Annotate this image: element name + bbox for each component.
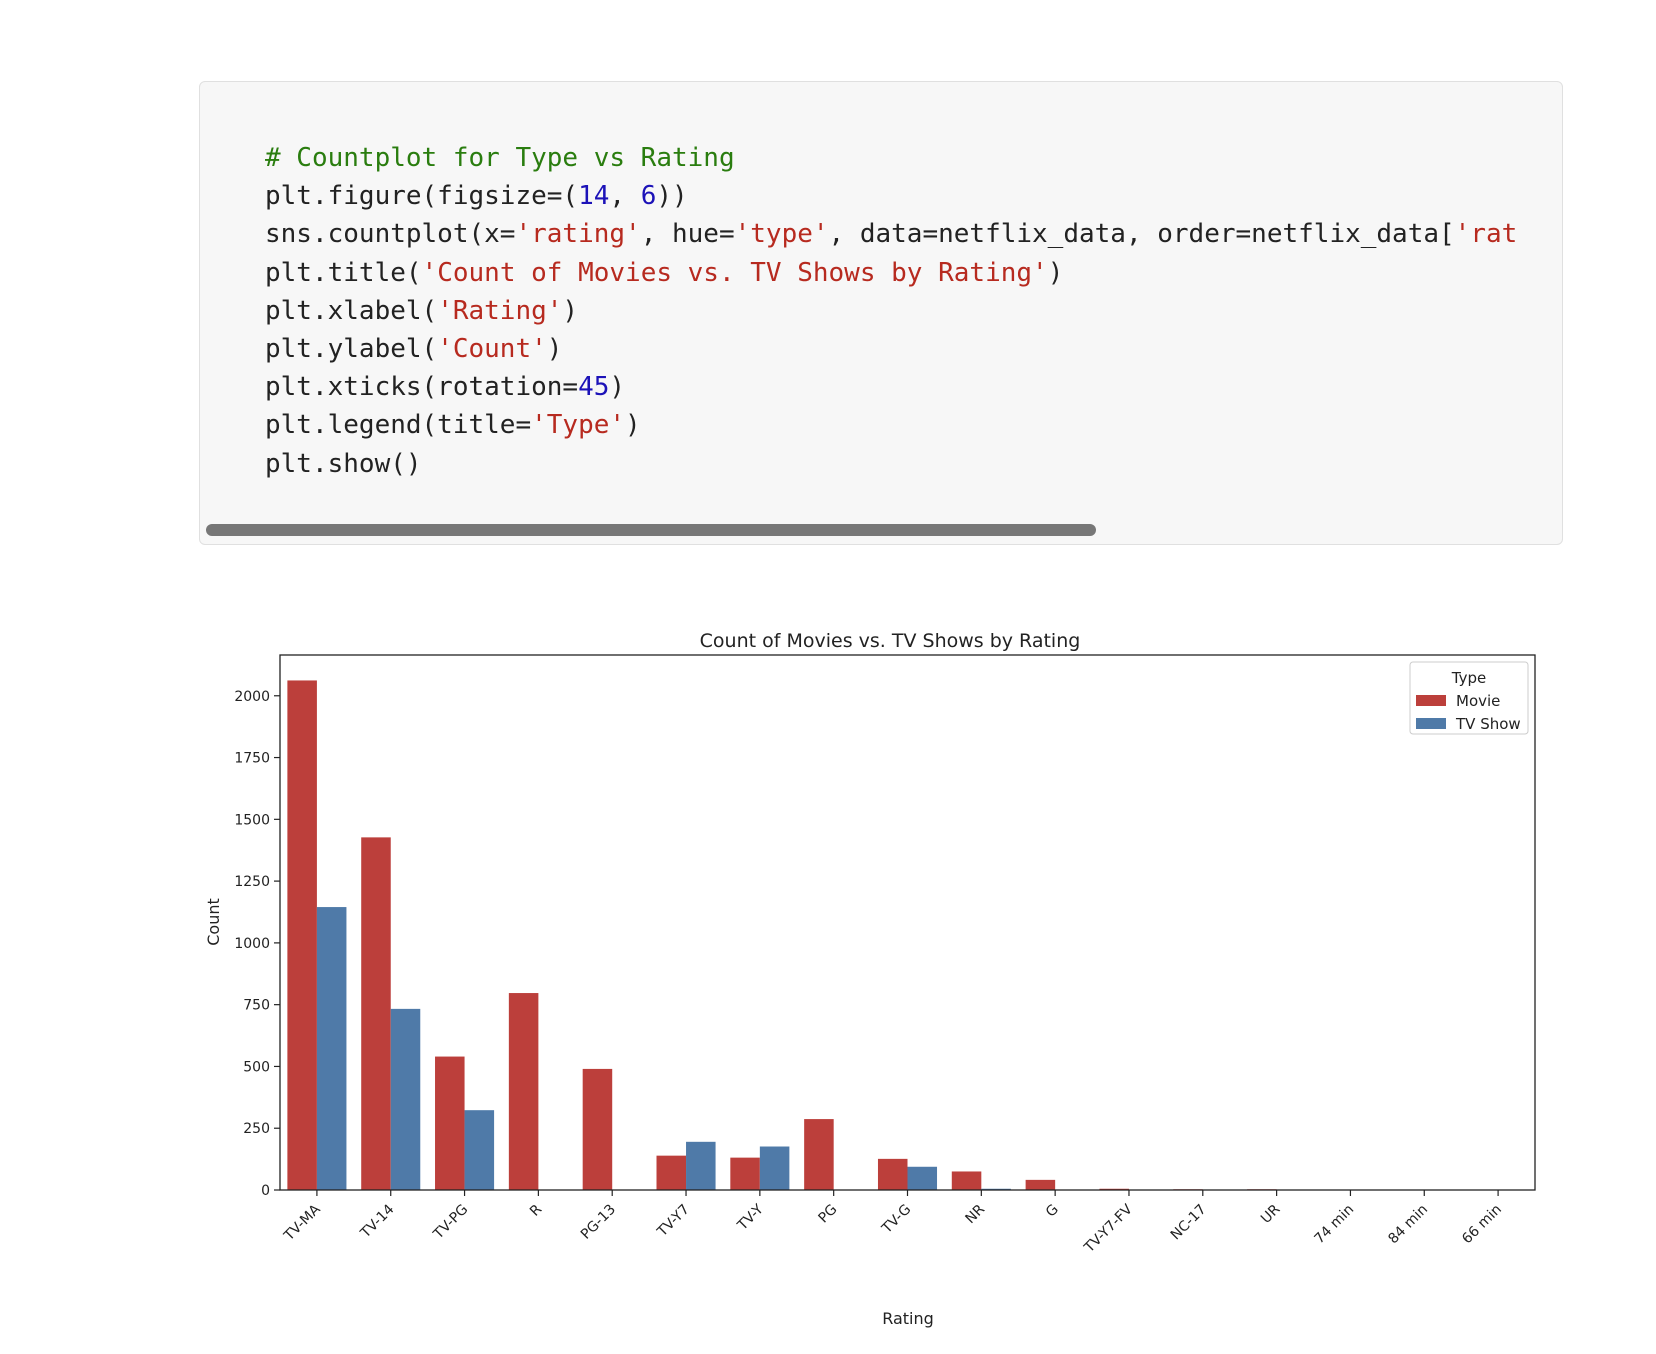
legend-swatch [1416,695,1446,706]
code-editor[interactable]: # Countplot for Type vs Rating plt.figure… [265,139,1562,483]
x-tick-label: G [1043,1202,1062,1221]
code-token-plain: , hue= [640,219,735,250]
bar-movie [951,1171,982,1190]
bar-movie [804,1119,834,1190]
y-tick-label: 1000 [234,936,270,952]
code-token-plain: ) [625,410,641,441]
x-tick-label: PG-13 [578,1202,619,1243]
code-token-plain: plt.title( [265,257,422,288]
y-tick-label: 1750 [234,751,270,767]
code-token-plain: plt.ylabel( [265,333,438,364]
bar-movie [656,1155,687,1190]
bar-movie [582,1068,613,1190]
x-tick-label: TV-MA [281,1201,324,1244]
x-tick-label: TV-G [878,1202,914,1238]
y-tick-label: 250 [243,1121,270,1137]
code-token-plain: plt.figure(figsize=( [265,181,579,212]
x-tick-label: NR [963,1201,989,1227]
code-token-string: 'Count' [437,333,547,364]
code-token-plain: ) [609,372,626,403]
chart-title: Count of Movies vs. TV Shows by Rating [700,630,1081,652]
code-token-plain: ) [1047,257,1064,288]
bar-tv-show [316,907,347,1190]
code-cell[interactable]: # Countplot for Type vs Rating plt.figure… [199,81,1563,545]
bars-group [287,680,1499,1190]
code-line: plt.ylabel('Count') [265,330,1562,368]
x-tick-label: R [527,1201,545,1219]
bar-movie [361,837,391,1190]
code-token-plain: plt.legend(title= [265,410,532,441]
legend-label: TV Show [1455,715,1521,733]
x-tick-label: PG [816,1202,841,1227]
legend-title: Type [1451,669,1486,687]
y-tick-label: 0 [261,1183,270,1199]
x-tick-label: NC-17 [1168,1202,1210,1244]
code-token-number: 14 [578,181,610,212]
legend-box [1409,661,1529,735]
code-token-string: 'Rating' [437,295,563,326]
code-token-plain: plt.xlabel( [265,295,438,326]
plot-output: Count of Movies vs. TV Shows by Rating 0… [190,630,1570,1345]
code-token-number: 6 [640,181,657,212]
code-line: plt.figure(figsize=(14, 6)) [265,177,1562,215]
bar-tv-show [464,1110,495,1190]
x-tick-label: 84 min [1385,1202,1431,1248]
code-token-plain: )) [656,181,688,212]
code-line: # Countplot for Type vs Rating [265,139,1562,177]
y-tick-label: 1500 [234,812,270,828]
x-tick-label: 66 min [1459,1202,1505,1248]
legend-label: Movie [1456,692,1500,710]
code-line: sns.countplot(x='rating', hue='type', da… [265,215,1562,253]
bar-tv-show [907,1166,938,1190]
y-tick-label: 2000 [234,689,270,705]
code-token-string: 'Count of Movies vs. TV Shows by Rating' [421,257,1048,288]
bar-movie [287,680,317,1190]
bar-movie [435,1056,465,1190]
code-token-comment: # Countplot for Type vs Rating [265,143,735,173]
code-token-string: 'Type' [531,410,626,441]
y-tick-label: 1250 [234,874,270,890]
bar-movie [877,1158,908,1190]
x-tick-label: UR [1258,1201,1284,1227]
bar-movie [508,993,539,1190]
code-token-plain: ) [562,295,579,326]
y-axis-label: Count [204,898,223,946]
code-line: plt.show() [265,445,1562,483]
bar-tv-show [759,1146,790,1190]
code-token-plain: plt.xticks(rotation= [265,372,579,403]
x-tick-label: TV-14 [357,1201,397,1241]
horizontal-scrollbar[interactable] [206,524,1096,536]
code-token-plain: ) [546,333,563,364]
chart-svg: Count of Movies vs. TV Shows by Rating 0… [204,630,1536,1328]
code-token-plain: , data=netflix_data, order=netflix_data[ [828,219,1455,250]
x-tick-label: TV-Y [734,1201,767,1234]
code-token-string: 'rat [1454,219,1518,250]
bar-movie [1025,1179,1056,1190]
x-axis: TV-MA TV-14 TV-PG R PG-13 TV-Y7 TV-Y PG TV-G NR G T… [281,1190,1505,1257]
legend-swatch [1416,718,1446,729]
y-tick-label: 500 [243,1059,270,1075]
code-line: plt.xticks(rotation=45) [265,368,1562,406]
x-axis-label: Rating [882,1309,934,1328]
code-line: plt.xlabel('Rating') [265,292,1562,330]
code-token-plain: , [609,181,641,212]
x-tick-label: 74 min [1311,1202,1357,1248]
x-tick-label: TV-Y7 [654,1202,693,1241]
axes-frame [279,654,1536,1191]
bar-movie [730,1157,760,1190]
bar-tv-show [390,1008,421,1190]
bar-tv-show [686,1141,716,1190]
code-token-string: 'rating' [515,219,641,250]
x-tick-label: TV-Y7-FV [1081,1201,1136,1256]
code-token-string: 'type' [734,219,829,250]
legend: Type Movie TV Show [1409,661,1529,735]
y-tick-label: 750 [243,998,270,1014]
x-tick-label: TV-PG [430,1202,471,1243]
code-token-plain: sns.countplot(x= [265,219,516,250]
code-line: plt.legend(title='Type') [265,406,1562,444]
y-axis: 0 250 500 750 1000 1250 1500 1750 2000 [234,689,280,1199]
code-token-plain: plt.show() [265,448,422,479]
code-line: plt.title('Count of Movies vs. TV Shows … [265,254,1562,292]
code-token-number: 45 [578,372,610,403]
